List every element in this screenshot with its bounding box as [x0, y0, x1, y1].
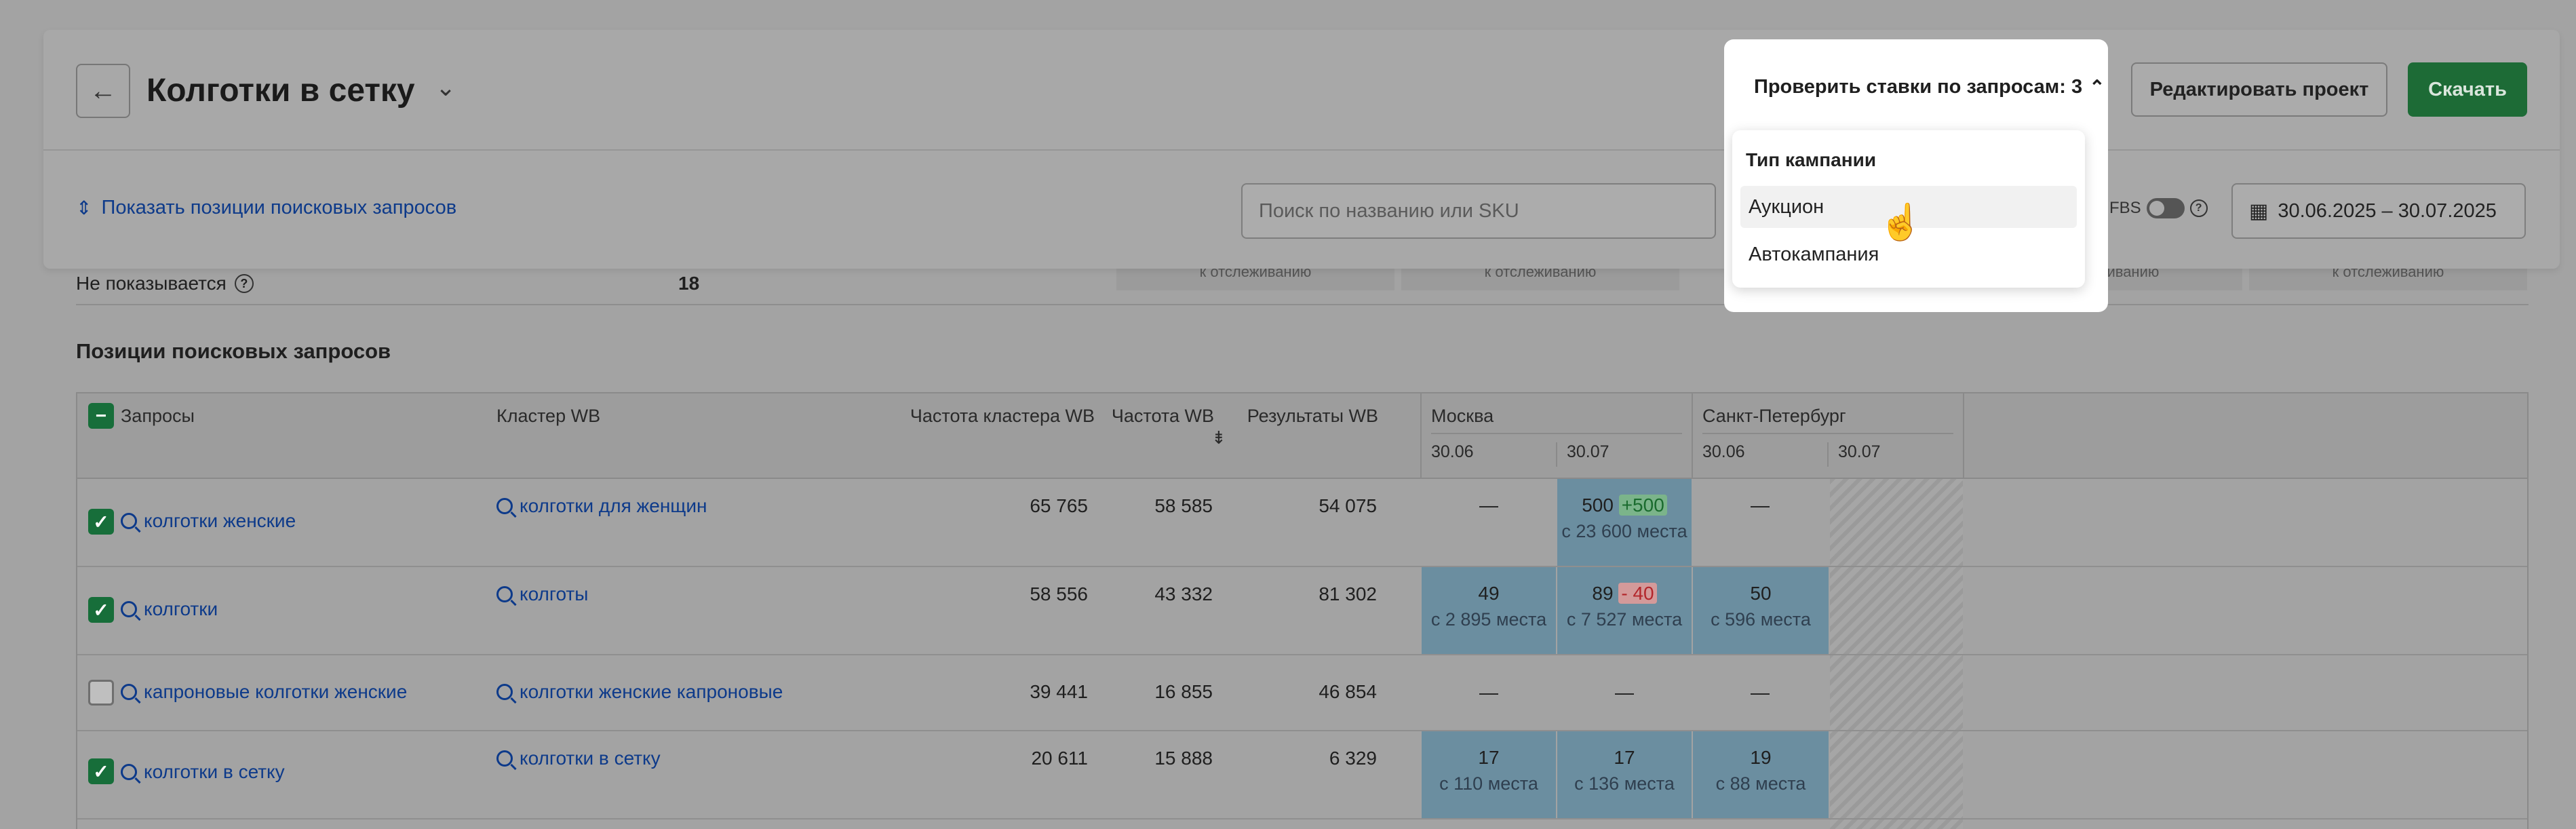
position-cell: 17 с 136 места: [1557, 731, 1692, 818]
results: 6 329: [1329, 748, 1377, 769]
results: 81 302: [1319, 583, 1377, 604]
search-icon: [121, 601, 137, 617]
col-cluster[interactable]: Кластер WB: [496, 406, 601, 426]
cluster-link[interactable]: колготки для женщин: [496, 495, 707, 517]
table-header: − Запросы Кластер WB Частота кластера WB…: [77, 393, 2527, 479]
menu-item-autocampaign[interactable]: Автокампания: [1749, 243, 1879, 265]
menu-heading: Тип кампании: [1746, 149, 1877, 170]
delta-badge: +500: [1618, 495, 1667, 516]
row-checkbox[interactable]: ✓: [88, 758, 114, 784]
freq: 16 855: [1154, 681, 1213, 702]
delta-badge: - 40: [1618, 583, 1657, 604]
chevron-down-icon[interactable]: ⌄: [435, 73, 456, 101]
position-cell: 89 - 40 с 7 527 места: [1557, 567, 1692, 654]
position-cell: 50 с 596 места: [1693, 567, 1829, 654]
section-title: Позиции поисковых запросов: [76, 339, 391, 363]
table-row[interactable]: ✓ колготки женские колготки для женщин 6…: [77, 479, 2527, 567]
freq: 15 888: [1154, 748, 1213, 769]
table-row[interactable]: ✓ колготки в сетку колготки в сетку 20 6…: [77, 731, 2527, 820]
search-icon: [496, 684, 513, 700]
row-checkbox[interactable]: ✓: [88, 509, 114, 535]
fbs-toggle[interactable]: [2146, 198, 2185, 218]
position-cell: —: [1479, 495, 1498, 516]
hand-cursor-icon: ☝: [1879, 203, 1923, 242]
position-cell: —: [1751, 682, 1770, 703]
cluster-freq: 65 765: [1030, 495, 1088, 516]
date-col: 30.07: [1567, 442, 1609, 461]
back-button[interactable]: ←: [76, 64, 130, 118]
campaign-type-menu: Тип кампании Аукцион Автокампания: [1732, 130, 2085, 288]
results: 46 854: [1319, 681, 1377, 702]
fbs-toggle-group: FBS ?: [2109, 198, 2208, 218]
region-spb: Санкт-Петербург: [1702, 406, 1846, 426]
cluster-link[interactable]: колготки женские капроновые: [496, 681, 783, 703]
position-cell: 500 +500 с 23 600 места: [1557, 479, 1692, 566]
col-queries[interactable]: Запросы: [121, 406, 195, 426]
cluster-link[interactable]: колготки в сетку: [496, 748, 661, 769]
select-all-checkbox[interactable]: −: [88, 403, 114, 429]
col-freq[interactable]: Частота WB: [1111, 406, 1214, 426]
search-icon: [496, 586, 513, 602]
freq: 43 332: [1154, 583, 1213, 604]
position-cell: 19 с 88 места: [1693, 731, 1829, 818]
search-icon: [496, 750, 513, 767]
calendar-icon: ▦: [2249, 199, 2269, 223]
date-col: 30.07: [1838, 442, 1881, 461]
cluster-freq: 58 556: [1030, 583, 1088, 604]
cluster-freq: 39 441: [1030, 681, 1088, 702]
freq: 58 585: [1154, 495, 1213, 516]
cluster-freq: 20 611: [1031, 748, 1088, 769]
not-shown-label: Не показывается: [76, 273, 227, 294]
query-link[interactable]: колготки: [121, 598, 218, 620]
date-col: 30.06: [1431, 442, 1474, 461]
results: 54 075: [1319, 495, 1377, 516]
expand-icon: ⇕: [76, 197, 92, 218]
help-icon[interactable]: ?: [234, 274, 254, 293]
query-link[interactable]: колготки женские: [121, 510, 296, 532]
cluster-link[interactable]: колготы: [496, 583, 588, 605]
position-cell: —: [1615, 682, 1634, 703]
table-row[interactable]: ✓ колготки колготы 58 556 43 332 81 302 …: [77, 567, 2527, 655]
search-input[interactable]: Поиск по названию или SKU: [1241, 183, 1716, 239]
chevron-up-icon: ⌃: [2089, 77, 2105, 98]
menu-item-auction[interactable]: Аукцион: [1740, 186, 2077, 228]
arrow-left-icon: ←: [90, 75, 117, 106]
position-cell: —: [1479, 682, 1498, 703]
position-cell: 49 с 2 895 места: [1422, 567, 1556, 654]
divider: [43, 149, 2560, 151]
position-cell: —: [1751, 495, 1770, 516]
check-bids-button[interactable]: Проверить ставки по запросам: 3 ⌃: [1754, 76, 2105, 98]
search-icon: [121, 684, 137, 700]
col-results[interactable]: Результаты WB: [1247, 406, 1378, 426]
not-shown-value: 18: [678, 273, 700, 294]
query-link[interactable]: капроновые колготки женские: [121, 681, 407, 703]
date-col: 30.06: [1702, 442, 1745, 461]
edit-project-button[interactable]: Редактировать проект: [2131, 62, 2387, 117]
positions-table: − Запросы Кластер WB Частота кластера WB…: [76, 392, 2529, 829]
search-icon: [121, 764, 137, 780]
row-checkbox[interactable]: [88, 680, 114, 706]
sort-desc-icon[interactable]: ⇟: [1211, 427, 1226, 448]
not-shown-row: Не показывается ? 18: [76, 267, 2529, 305]
help-icon[interactable]: ?: [2189, 199, 2208, 217]
show-positions-toggle[interactable]: ⇕ Показать позиции поисковых запросов: [76, 197, 457, 218]
search-icon: [496, 498, 513, 514]
col-cluster-freq[interactable]: Частота кластера WB: [910, 406, 1095, 426]
position-cell: 17 с 110 места: [1422, 731, 1556, 818]
search-icon: [121, 513, 137, 529]
project-header: ← Колготки в сетку ⌄ Редактировать проек…: [43, 30, 2560, 269]
project-title: Колготки в сетку: [147, 73, 415, 109]
region-moscow: Москва: [1431, 406, 1494, 426]
fbs-label: FBS: [2109, 199, 2141, 217]
row-checkbox[interactable]: ✓: [88, 597, 114, 623]
download-button[interactable]: Скачать: [2408, 62, 2527, 117]
date-range-picker[interactable]: ▦ 30.06.2025 – 30.07.2025: [2231, 183, 2526, 239]
query-link[interactable]: колготки в сетку: [121, 761, 285, 783]
table-row[interactable]: капроновые колготки женские колготки жен…: [77, 655, 2527, 731]
